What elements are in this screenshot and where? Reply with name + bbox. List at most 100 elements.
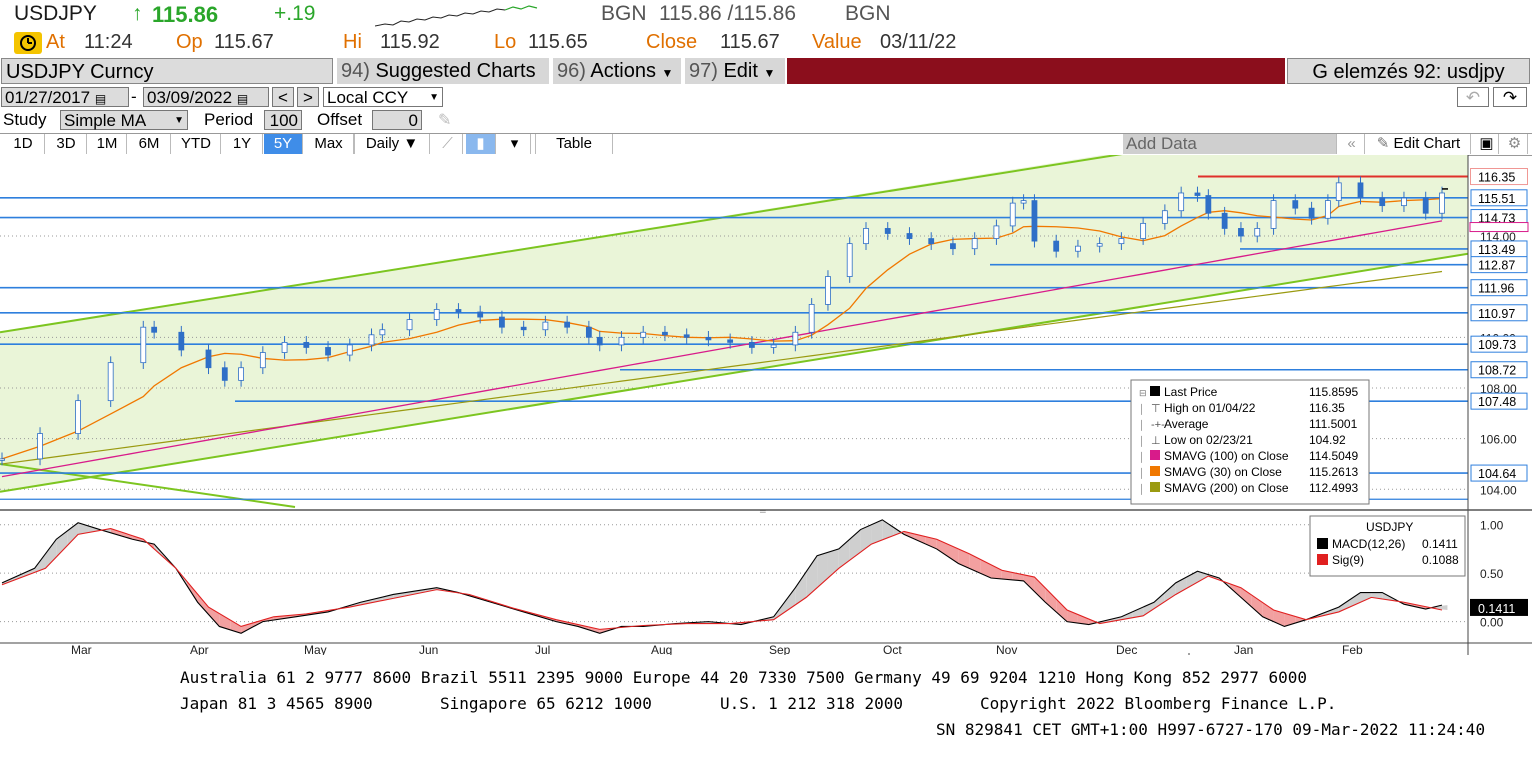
frequency-select[interactable]: Daily ▼ bbox=[354, 134, 430, 154]
macd-histogram-fill bbox=[1034, 577, 1046, 603]
candle-body bbox=[596, 336, 603, 346]
end-date-field[interactable]: 03/09/2022 ▤ bbox=[143, 87, 269, 107]
up-arrow-icon: ↑ bbox=[132, 2, 143, 25]
undo-button[interactable]: ↶ bbox=[1457, 87, 1489, 107]
candle-body bbox=[884, 228, 891, 234]
candle-body bbox=[520, 326, 527, 331]
undo-icon: ↶ bbox=[1465, 88, 1481, 107]
level-tag: 112.87 bbox=[1478, 259, 1515, 273]
macd-histogram-fill bbox=[947, 544, 959, 564]
collapse-icon[interactable]: « bbox=[1339, 134, 1365, 154]
candle-body bbox=[564, 321, 571, 328]
edit-button[interactable]: 97) Edit ▼ bbox=[685, 58, 785, 84]
channel-shading bbox=[0, 155, 1468, 492]
candle-body bbox=[618, 336, 625, 346]
level-tag-box bbox=[1470, 361, 1528, 379]
start-date: 01/27/2017 bbox=[5, 88, 91, 107]
x-tick-label: Aug bbox=[651, 643, 672, 655]
macd-histogram-fill bbox=[871, 519, 883, 545]
macd-histogram-fill bbox=[1186, 571, 1198, 589]
macd-legend-label: MACD(12,26) bbox=[1332, 537, 1405, 551]
x-tick-label: Apr bbox=[190, 643, 209, 655]
edit-chart-label: Edit Chart bbox=[1393, 135, 1461, 152]
line-chart-icon[interactable]: ⟋ bbox=[433, 134, 463, 154]
candle-body bbox=[259, 352, 266, 369]
range-button-3d[interactable]: 3D bbox=[46, 134, 87, 154]
macd-histogram-fill bbox=[360, 599, 372, 605]
next-period-button[interactable]: > bbox=[297, 87, 319, 107]
candle-body bbox=[1009, 202, 1016, 227]
range-button-1y[interactable]: 1Y bbox=[222, 134, 263, 154]
x-tick-label: Oct bbox=[883, 643, 902, 655]
pane-grip-icon: ═ bbox=[759, 507, 766, 516]
source-label-2: BGN bbox=[845, 2, 891, 25]
legend-swatch bbox=[1150, 450, 1160, 460]
edit-label: Edit bbox=[723, 60, 758, 82]
candle-body bbox=[1161, 210, 1168, 224]
y-tick-label: 108.00 bbox=[1480, 382, 1517, 396]
add-data-field[interactable]: Add Data bbox=[1123, 134, 1337, 154]
chevron-right-icon: > bbox=[303, 88, 313, 107]
legend-expander-icon: │ bbox=[1139, 403, 1145, 415]
currency-select[interactable]: Local CCY ▼ bbox=[323, 87, 443, 107]
legend-swatch bbox=[1150, 466, 1160, 476]
candle-body bbox=[178, 331, 185, 351]
macd-histogram-fill bbox=[1360, 592, 1372, 603]
candle-body bbox=[1075, 245, 1081, 252]
candle-body bbox=[281, 341, 288, 353]
candle-body bbox=[792, 331, 799, 346]
suggested-charts-button[interactable]: 94) Suggested Charts bbox=[337, 58, 549, 84]
footer-us: U.S. 1 212 318 2000 bbox=[720, 694, 904, 713]
date-separator: - bbox=[131, 87, 137, 106]
signal-line bbox=[1, 528, 1443, 630]
offset-field[interactable]: 0 bbox=[372, 110, 422, 130]
chart-settings-icon[interactable]: ▣ bbox=[1475, 134, 1499, 154]
range-button-6m[interactable]: 6M bbox=[128, 134, 171, 154]
gear-icon[interactable]: ⚙ bbox=[1502, 134, 1528, 154]
x-tick-label: Jun bbox=[419, 643, 438, 655]
quote-line: USDJPY ↑ 115.86 +.19 BGN 115.86 /115.86 … bbox=[0, 2, 1532, 28]
candle-body bbox=[950, 243, 956, 250]
macd-histogram-fill bbox=[882, 519, 894, 540]
macd-histogram-fill bbox=[936, 539, 948, 557]
legend-box bbox=[1130, 379, 1370, 505]
candle-body bbox=[238, 367, 244, 381]
range-button-1d[interactable]: 1D bbox=[2, 134, 45, 154]
x-tick-label: Mar bbox=[71, 643, 92, 655]
start-date-field[interactable]: 01/27/2017 ▤ bbox=[1, 87, 129, 107]
x-tick-label: Feb bbox=[1342, 643, 1363, 655]
macd-histogram-fill bbox=[1077, 614, 1089, 625]
channel-lower-line bbox=[0, 252, 1469, 493]
candle-body bbox=[1357, 182, 1364, 199]
range-button-1m[interactable]: 1M bbox=[88, 134, 127, 154]
study-select[interactable]: Simple MA ▼ bbox=[60, 110, 188, 130]
pencil-icon[interactable]: ✎ bbox=[438, 112, 452, 129]
legend-label: SMAVG (100) on Close bbox=[1164, 449, 1289, 463]
legend-value: 116.35 bbox=[1309, 401, 1345, 415]
legend-label: Last Price bbox=[1164, 385, 1218, 399]
edit-chart-button[interactable]: ✎ Edit Chart bbox=[1367, 134, 1471, 154]
prev-period-button[interactable]: < bbox=[272, 87, 294, 107]
chart-type-dropdown-icon[interactable]: ▾ bbox=[499, 134, 531, 154]
calendar-icon[interactable]: ▤ bbox=[94, 92, 107, 106]
period-field[interactable]: 100 bbox=[264, 110, 302, 130]
macd-histogram-fill bbox=[969, 553, 981, 574]
calendar-icon[interactable]: ▤ bbox=[236, 92, 249, 106]
security-field[interactable]: USDJPY Curncy bbox=[1, 58, 333, 84]
macd-legend-label: Sig(9) bbox=[1332, 553, 1364, 567]
range-button-ytd[interactable]: YTD bbox=[172, 134, 221, 154]
footer-copyright: Copyright 2022 Bloomberg Finance L.P. bbox=[980, 694, 1337, 713]
actions-button[interactable]: 96) Actions ▼ bbox=[553, 58, 681, 84]
level-tag-box bbox=[1470, 304, 1528, 322]
table-button[interactable]: Table bbox=[535, 134, 613, 154]
candle-body bbox=[0, 458, 5, 461]
range-button-max[interactable]: Max bbox=[304, 134, 354, 154]
macd-histogram-fill bbox=[1001, 570, 1013, 580]
at-value: 11:24 bbox=[84, 31, 133, 53]
x-tick-label: Jul bbox=[535, 643, 550, 655]
y-tick-label: 106.00 bbox=[1480, 433, 1517, 447]
candle-body bbox=[346, 344, 353, 356]
redo-button[interactable]: ↷ bbox=[1493, 87, 1527, 107]
range-button-5y[interactable]: 5Y bbox=[264, 134, 303, 154]
candle-chart-icon[interactable]: ▮ bbox=[466, 134, 496, 154]
